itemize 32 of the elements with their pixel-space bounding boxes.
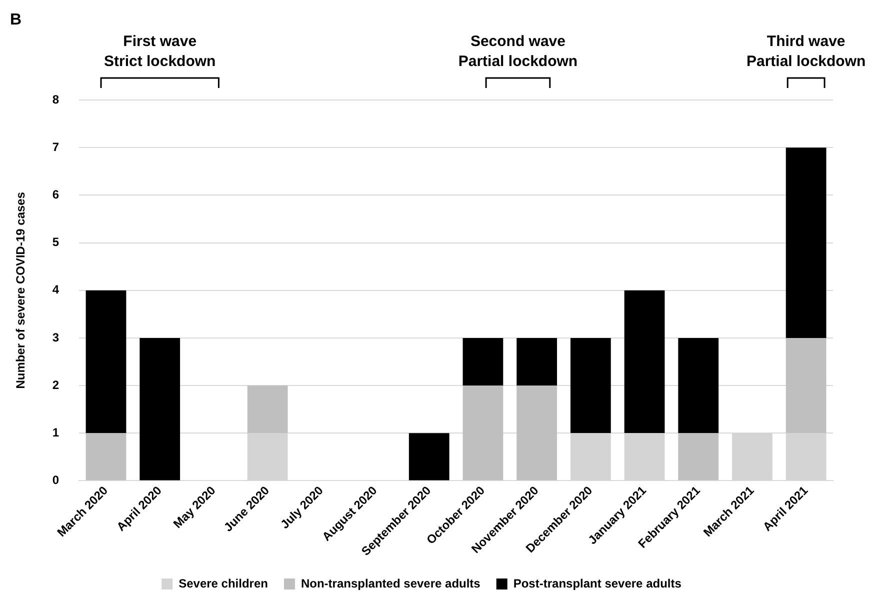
bar — [516, 338, 558, 386]
y-tick-label: 5 — [52, 235, 60, 250]
bar — [678, 338, 719, 434]
text: B — [10, 11, 22, 28]
text: Third wave Partial lockdown — [746, 33, 866, 70]
bar — [86, 433, 126, 480]
text: First wave Strict lockdown — [104, 33, 216, 70]
y-tick-label: 3 — [52, 330, 60, 344]
y-tick-label: 1 — [52, 425, 60, 440]
bar — [570, 338, 611, 434]
bar — [462, 338, 504, 386]
y-tick-label: 0 — [52, 473, 60, 488]
bar — [462, 386, 504, 480]
bar — [786, 338, 826, 434]
bar — [408, 433, 450, 480]
text: Second wave Partial lockdown — [458, 33, 578, 70]
bar — [624, 290, 665, 434]
bar — [516, 386, 558, 480]
bar — [678, 433, 719, 480]
legend-label: Non-transplanted severe adults — [300, 576, 481, 590]
legend-label: Severe children — [178, 576, 268, 590]
y-tick-label: 4 — [52, 282, 60, 297]
y-tick-label: 2 — [52, 378, 60, 392]
y-tick-label: 7 — [52, 140, 60, 154]
bar — [786, 148, 826, 338]
y-axis-title: Number of severe COVID-19 cases — [14, 192, 28, 389]
legend-label: Post-transplant severe adults — [513, 576, 682, 590]
y-tick-label: 8 — [52, 92, 60, 106]
bar — [86, 290, 126, 434]
bar — [247, 386, 288, 434]
y-tick-label: 6 — [52, 187, 60, 202]
bar — [140, 338, 180, 480]
